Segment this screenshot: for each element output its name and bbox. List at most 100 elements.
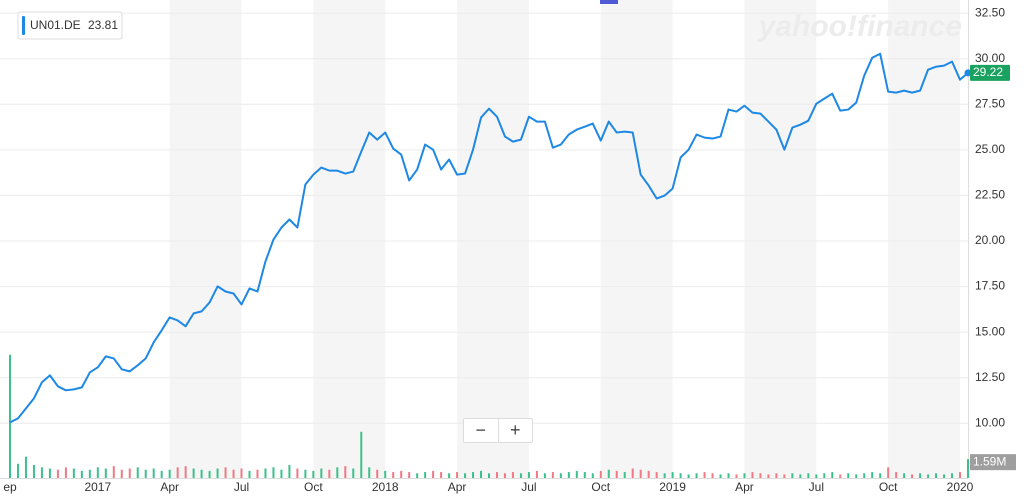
x-tick-label: Apr [160, 480, 179, 494]
quarter-shade [600, 0, 673, 478]
x-tick-label: 2017 [84, 480, 111, 494]
shading [169, 0, 961, 478]
volume-bar [176, 467, 179, 478]
x-tick-label: Apr [448, 480, 467, 494]
y-tick-label: 25.00 [975, 142, 1005, 156]
volume-bar [783, 474, 786, 478]
volume-bar [631, 468, 634, 478]
volume-bar [280, 469, 283, 478]
y-tick-label: 12.50 [975, 370, 1005, 384]
volume-bar [336, 467, 339, 478]
volume-bar [376, 469, 379, 478]
volume-bar [615, 470, 618, 478]
legend-box [17, 11, 123, 40]
quarter-shade [744, 0, 817, 478]
volume-bar [384, 470, 387, 478]
volume-bar [232, 469, 235, 478]
watermark: yahoo!finance [757, 10, 962, 43]
zoom-in-button[interactable]: + [497, 419, 533, 442]
price-line [9, 52, 969, 424]
volume-bar [967, 459, 969, 478]
volume-bar [839, 474, 842, 478]
volume-bar [392, 472, 395, 478]
volume-bar [855, 474, 858, 478]
volume-bar [607, 469, 610, 478]
volume-bar [400, 470, 403, 478]
volume-bar [599, 470, 602, 478]
zoom-out-button[interactable]: − [475, 420, 486, 440]
volume-bar [248, 470, 251, 478]
last-point [964, 69, 972, 77]
volume-bar [951, 473, 954, 478]
volume-bar [112, 466, 115, 478]
volume-bar [16, 463, 19, 478]
legend-value: 23.81 [88, 18, 118, 32]
volume-bar [519, 473, 522, 478]
volume-bar [296, 468, 299, 478]
volume-bar [152, 468, 155, 478]
volume-bar [432, 470, 435, 478]
volume-bar [543, 473, 546, 478]
volume-bar [136, 467, 139, 478]
volume-bar [719, 474, 722, 478]
volume-bar [312, 470, 315, 478]
volume-bar [495, 472, 498, 478]
volume-bar [456, 472, 459, 478]
volume-bar [743, 473, 746, 478]
y-tick-label: 17.50 [975, 279, 1005, 293]
x-tick-label: Jul [521, 480, 536, 494]
volume-bar [623, 472, 626, 478]
volume-bar [655, 472, 658, 478]
volume-bar [735, 474, 738, 478]
volume-bar [903, 473, 906, 478]
legend-swatch [22, 16, 25, 35]
volume-bar [551, 472, 554, 478]
volume-bar [368, 467, 371, 478]
x-tick-label: 2020 [947, 480, 974, 494]
volume-bar [424, 472, 427, 478]
x-tick-label: Jul [809, 480, 824, 494]
top-marker [600, 0, 618, 4]
volume-bar [879, 473, 882, 478]
volume-bar [863, 473, 866, 478]
volume-bar [272, 467, 275, 478]
volume-bar [472, 472, 475, 478]
legend-name: UN01.DE [30, 18, 81, 32]
volume-bar [208, 470, 211, 478]
last-price-label: 29.22 [973, 65, 1003, 79]
volume-bar [488, 473, 490, 478]
volume-bar [216, 468, 219, 478]
volume-bar [288, 464, 291, 478]
volume-bar [959, 472, 962, 478]
volume-label-box [970, 454, 1016, 471]
volume-bar [328, 469, 331, 478]
volume-bar [759, 473, 762, 478]
volume-bar [559, 473, 562, 478]
volume-bar [72, 468, 75, 478]
y-tick-label: 15.00 [975, 324, 1005, 338]
volume-bar [48, 468, 51, 478]
volume-bar [144, 469, 147, 478]
volume-bar [503, 473, 506, 478]
volume-bar [56, 469, 59, 478]
volume-bar [567, 472, 570, 478]
volume-bar [64, 467, 67, 478]
volume-bar [935, 473, 938, 478]
volume-bar [224, 467, 227, 478]
volume-bar [927, 474, 930, 478]
volume-bar [80, 470, 83, 478]
volume-bar [919, 473, 922, 478]
x-tick-label: 2019 [659, 480, 686, 494]
volume-bar [88, 469, 91, 478]
volume-bar [264, 468, 267, 478]
volume-bar [24, 456, 27, 478]
last-price-box [970, 64, 1010, 81]
volume-bar [823, 473, 826, 478]
volume-bar [240, 468, 243, 478]
y-tick-label: 22.50 [975, 188, 1005, 202]
volume-bar [200, 469, 203, 478]
x-tick-label: Oct [304, 480, 323, 494]
volume-bar [871, 472, 874, 478]
